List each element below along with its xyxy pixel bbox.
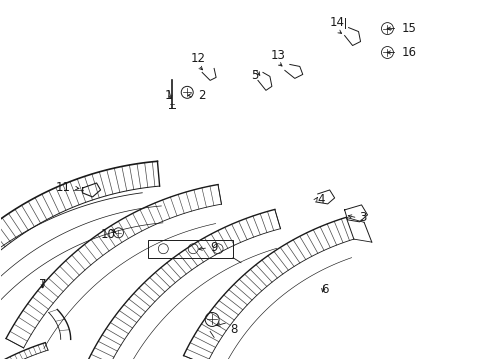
Text: 8: 8 — [229, 323, 237, 336]
Text: 2: 2 — [198, 89, 205, 102]
Bar — [148, 240, 233, 258]
Text: 5: 5 — [251, 69, 258, 82]
Text: 1: 1 — [164, 89, 172, 102]
Text: 11: 11 — [56, 181, 71, 194]
Text: 10: 10 — [101, 228, 116, 241]
Text: 9: 9 — [210, 241, 217, 254]
Text: 3: 3 — [359, 211, 366, 224]
Text: 6: 6 — [320, 283, 328, 296]
Text: 7: 7 — [39, 278, 46, 291]
Text: 16: 16 — [401, 46, 416, 59]
Text: 4: 4 — [317, 193, 325, 206]
Text: 13: 13 — [270, 49, 285, 62]
Text: 12: 12 — [190, 52, 205, 65]
Text: 14: 14 — [329, 16, 345, 29]
Text: 15: 15 — [401, 22, 415, 35]
